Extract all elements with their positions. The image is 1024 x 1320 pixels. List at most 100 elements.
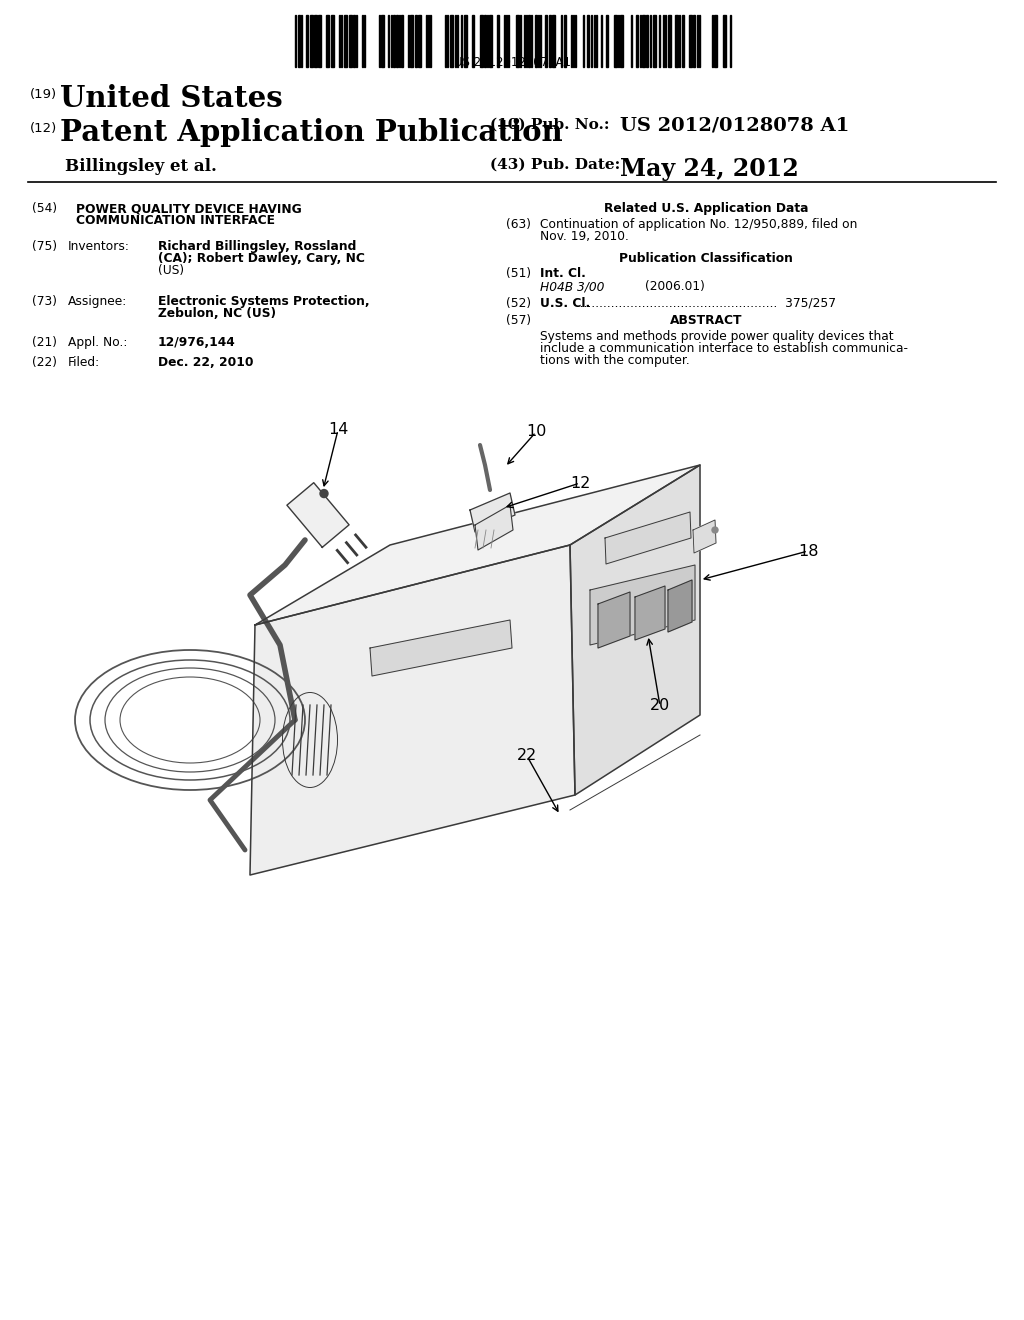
Text: (75): (75) [32,240,57,253]
Bar [393,15,395,67]
Polygon shape [470,492,515,532]
Polygon shape [693,520,716,553]
Bar [331,15,334,67]
Bar [693,15,695,67]
Text: (51): (51) [506,267,531,280]
Text: H04B 3/00: H04B 3/00 [540,280,604,293]
Bar [668,15,671,67]
Text: (10) Pub. No.:: (10) Pub. No.: [490,117,609,132]
Text: (22): (22) [32,356,57,370]
Text: Dec. 22, 2010: Dec. 22, 2010 [158,356,254,370]
Text: US 20120128078A1: US 20120128078A1 [454,55,570,69]
Text: (54): (54) [32,202,57,215]
Polygon shape [598,591,630,648]
Text: COMMUNICATION INTERFACE: COMMUNICATION INTERFACE [76,214,275,227]
Bar [464,15,467,67]
Text: U.S. Cl.: U.S. Cl. [540,297,590,310]
Text: 22: 22 [517,748,538,763]
Text: Related U.S. Application Data: Related U.S. Application Data [604,202,808,215]
Text: (63): (63) [506,218,531,231]
Bar [689,15,692,67]
Polygon shape [287,483,349,548]
Text: POWER QUALITY DEVICE HAVING: POWER QUALITY DEVICE HAVING [76,202,302,215]
Text: US 2012/0128078 A1: US 2012/0128078 A1 [620,117,849,135]
Text: ABSTRACT: ABSTRACT [670,314,742,327]
Bar [480,15,483,67]
Text: Continuation of application No. 12/950,889, filed on: Continuation of application No. 12/950,8… [540,218,857,231]
Text: 12: 12 [569,475,590,491]
Polygon shape [668,579,692,632]
Bar [381,15,384,67]
Ellipse shape [712,527,718,533]
Bar [310,15,313,67]
Text: (43) Pub. Date:: (43) Pub. Date: [490,158,621,172]
Text: ....................................................  375/257: ........................................… [572,297,836,310]
Text: Patent Application Publication: Patent Application Publication [60,117,562,147]
Text: (52): (52) [506,297,531,310]
Text: include a communication interface to establish communica-: include a communication interface to est… [540,342,908,355]
Bar [401,15,403,67]
Bar [549,15,551,67]
Text: Int. Cl.: Int. Cl. [540,267,586,280]
Bar [642,15,645,67]
Polygon shape [590,565,695,645]
Text: (CA); Robert Dawley, Cary, NC: (CA); Robert Dawley, Cary, NC [158,252,365,265]
Text: (57): (57) [506,314,531,327]
Bar [484,15,486,67]
Bar [314,15,317,67]
Bar [344,15,347,67]
Text: (21): (21) [32,337,57,348]
Bar [415,15,417,67]
Text: 10: 10 [525,425,546,440]
Bar [614,15,617,67]
Bar [620,15,623,67]
Bar [606,15,608,67]
Bar [646,15,648,67]
Bar [636,15,638,67]
Text: 14: 14 [328,422,348,437]
Text: Filed:: Filed: [68,356,100,370]
Bar [353,15,355,67]
Text: 18: 18 [798,544,818,558]
Bar [675,15,678,67]
Bar [682,15,684,67]
Bar [349,15,352,67]
Bar [489,15,492,67]
Bar [564,15,566,67]
Text: Systems and methods provide power quality devices that: Systems and methods provide power qualit… [540,330,894,343]
Bar [653,15,656,67]
Text: May 24, 2012: May 24, 2012 [620,157,799,181]
Polygon shape [475,506,513,550]
Polygon shape [605,512,691,564]
Polygon shape [370,620,512,676]
Bar [528,15,530,67]
Text: Billingsley et al.: Billingsley et al. [65,158,217,176]
Text: Electronic Systems Protection,: Electronic Systems Protection, [158,294,370,308]
Text: Zebulon, NC (US): Zebulon, NC (US) [158,308,276,319]
Bar [497,15,499,67]
Bar [587,15,589,67]
Text: Appl. No.:: Appl. No.: [68,337,127,348]
Bar [318,15,321,67]
Bar [516,15,519,67]
Bar [450,15,453,67]
Bar [723,15,726,67]
Polygon shape [250,545,575,875]
Polygon shape [255,465,700,624]
Bar [545,15,547,67]
Text: (19): (19) [30,88,57,102]
Bar [472,15,474,67]
Polygon shape [570,465,700,795]
Text: United States: United States [60,84,283,114]
Bar [326,15,329,67]
Ellipse shape [319,490,328,498]
Bar [306,15,308,67]
Text: Inventors:: Inventors: [68,240,130,253]
Bar [714,15,717,67]
Bar [552,15,555,67]
Text: Richard Billingsley, Rossland: Richard Billingsley, Rossland [158,240,356,253]
Bar [535,15,537,67]
Text: (12): (12) [30,121,57,135]
Text: 20: 20 [650,698,670,714]
Text: Assignee:: Assignee: [68,294,127,308]
